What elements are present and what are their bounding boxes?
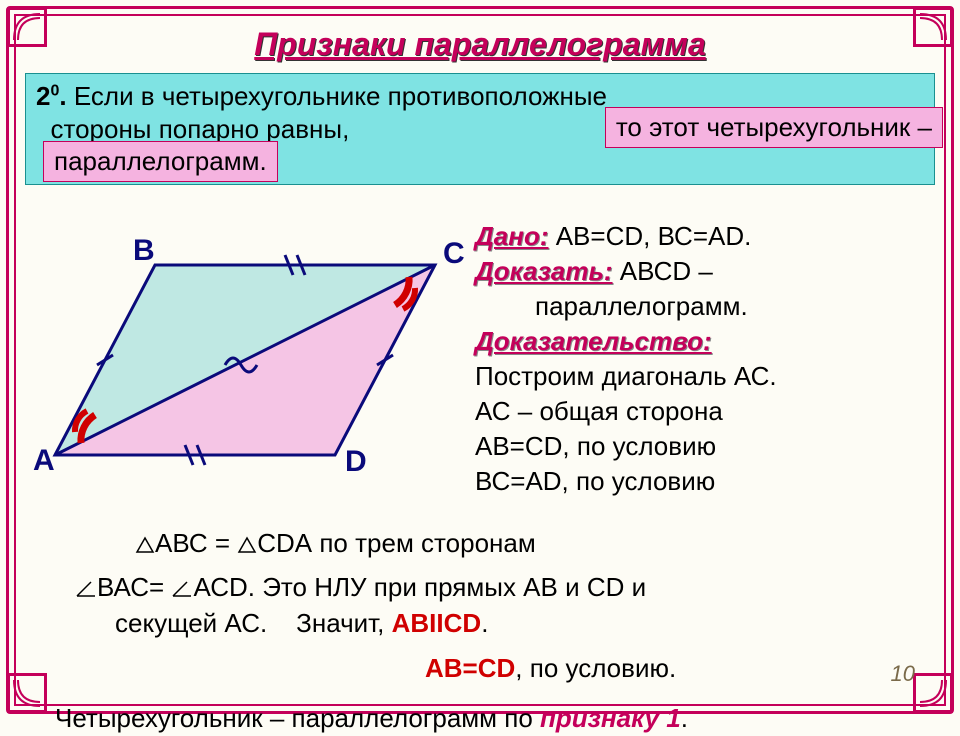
angle-icon-2 (171, 571, 193, 589)
l1b: СDА по трем сторонам (257, 528, 536, 558)
proof-block: Дано: АВ=СD, ВС=АD. Доказать: АВСD – пар… (475, 219, 777, 500)
l2b: АСD. Это НЛУ при прямых АВ и СD и (193, 572, 646, 602)
l4c: . (681, 703, 688, 733)
triangle-icon-2 (237, 527, 257, 545)
proof-p1: Построим диагональ АС. (475, 359, 777, 394)
dokazat-text2: параллелограмм. (475, 289, 777, 324)
proof-p4: ВС=АD, по условию (475, 464, 777, 499)
l4a: Четырехугольник – параллелограмм по (55, 703, 540, 733)
l2e: АВIIСD (392, 608, 482, 638)
dokazat-text: АВСD – (613, 256, 713, 286)
vertex-b: B (133, 235, 155, 267)
parallelogram-diagram: A B C D (15, 235, 475, 495)
slide-content: Признаки параллелограмма 20. Если в четы… (25, 22, 935, 695)
lower-text: АВС = СDА по трем сторонам ВАС= АСD. Это… (45, 525, 935, 736)
l1a: АВС = (155, 528, 237, 558)
l2c: секущей АС. (115, 608, 267, 638)
dok-label: Доказательство: (475, 326, 712, 356)
vertex-d: D (345, 445, 367, 478)
l2a: ВАС= (97, 572, 171, 602)
l2d: Значит, (296, 608, 392, 638)
theorem-line1: Если в четырехугольнике противоположные (74, 81, 607, 111)
theorem-box: 20. Если в четырехугольнике противополож… (25, 73, 935, 185)
theorem-line2: стороны попарно равны, (50, 114, 349, 144)
l3a: АВ=СD (425, 653, 515, 683)
dokazat-label: Доказать: (475, 256, 613, 286)
vertex-a: A (33, 444, 55, 477)
l4b: признаку 1 (540, 703, 681, 733)
l2f: . (481, 608, 488, 638)
dano-text: АВ=СD, ВС=АD. (548, 221, 751, 251)
proof-p2: АС – общая сторона (475, 394, 777, 429)
theorem-number: 20. (36, 81, 67, 111)
theorem-pink1: то этот четырехугольник – (605, 107, 943, 148)
triangle-icon (135, 527, 155, 545)
slide-title: Признаки параллелограмма (25, 26, 935, 63)
angle-icon (75, 571, 97, 589)
proof-p3: АВ=СD, по условию (475, 429, 777, 464)
vertex-c: C (443, 237, 465, 270)
theorem-pink2: параллелограмм. (43, 141, 278, 182)
page-number: 10 (891, 661, 915, 687)
dano-label: Дано: (475, 221, 548, 251)
l3b: , по условию. (515, 653, 676, 683)
